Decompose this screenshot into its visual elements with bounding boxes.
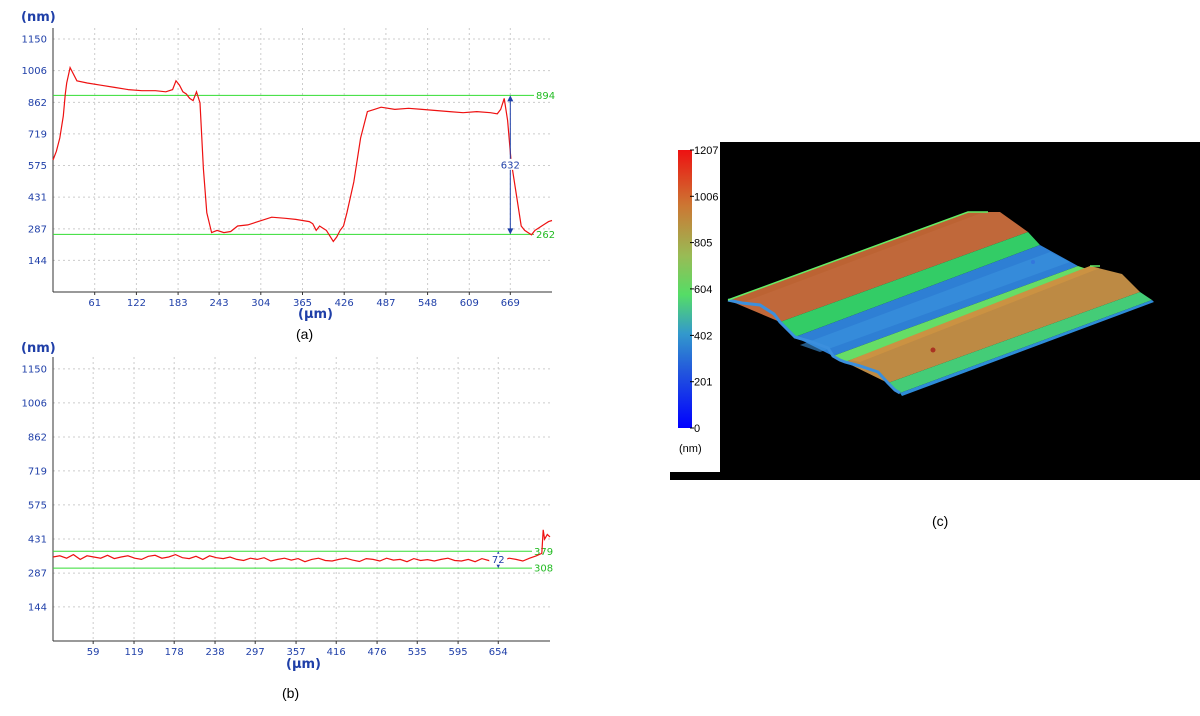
y-tick-label: 1006 <box>22 398 47 409</box>
arrow-head-up <box>507 95 514 102</box>
x-tick-label: 61 <box>88 298 101 309</box>
x-tick-label: 595 <box>449 647 468 658</box>
x-tick-label: 243 <box>210 298 229 309</box>
x-tick-label: 357 <box>287 647 306 658</box>
profile-line-a <box>52 65 553 243</box>
surface-render <box>727 211 1154 396</box>
reference-line-label: 379 <box>534 547 553 558</box>
x-tick-label: 426 <box>335 298 354 309</box>
y-tick-label: 1150 <box>22 35 47 46</box>
surface-plateau-back <box>728 212 1028 322</box>
colorbar-tick-label: 402 <box>694 330 712 342</box>
grid-a <box>53 28 552 292</box>
caption-b: (b) <box>282 685 299 701</box>
y-tick-label: 1006 <box>22 66 47 77</box>
x-tick-label: 365 <box>293 298 312 309</box>
x-tick-label: 59 <box>87 647 100 658</box>
x-tick-label: 238 <box>205 647 224 658</box>
profile-chart-b: 1150 1006 862 719 575 431 287 144 59 119 178 238 29… <box>21 341 553 701</box>
x-tick-label: 119 <box>124 647 143 658</box>
grid-b <box>53 357 550 641</box>
surface-plateau-front <box>845 266 1140 383</box>
arrow-head-down <box>507 228 514 235</box>
colorbar-tick-label: 1006 <box>694 191 718 203</box>
reference-line-label: 262 <box>536 230 555 241</box>
y-axis-unit-a: (nm) <box>21 10 56 25</box>
colorbar <box>678 150 692 428</box>
y-tick-label: 144 <box>28 602 47 613</box>
x-tick-label: 183 <box>169 298 188 309</box>
reference-line-label: 894 <box>536 91 555 102</box>
surface-slope-front <box>888 292 1152 393</box>
x-tick-label: 487 <box>376 298 395 309</box>
x-axis-unit-a: (µm) <box>298 307 333 322</box>
caption-c: (c) <box>932 513 948 529</box>
x-tick-label: 609 <box>460 298 479 309</box>
x-tick-label: 297 <box>246 647 265 658</box>
x-tick-label: 416 <box>327 647 346 658</box>
x-tick-label: 122 <box>127 298 146 309</box>
x-tick-label: 476 <box>368 647 387 658</box>
surface-3d-panel: 1207 1006 805 604 402 201 0 (nm) <box>670 142 1200 529</box>
colorbar-unit: (nm) <box>679 443 702 455</box>
x-tick-label: 669 <box>501 298 520 309</box>
surface-defect-spot <box>930 347 936 353</box>
colorbar-tick-label: 1207 <box>694 145 718 157</box>
x-tick-label: 535 <box>408 647 427 658</box>
x-tick-label: 304 <box>251 298 270 309</box>
y-tick-label: 431 <box>28 534 47 545</box>
y-tick-label: 575 <box>28 161 47 172</box>
y-tick-label: 144 <box>28 256 47 267</box>
y-axis-unit-b: (nm) <box>21 341 56 356</box>
y-tick-label: 862 <box>28 98 47 109</box>
difference-label: 632 <box>501 160 520 171</box>
reference-line-label: 308 <box>534 564 553 575</box>
y-tick-label: 862 <box>28 432 47 443</box>
y-tick-label: 719 <box>28 129 47 140</box>
y-tick-label: 431 <box>28 193 47 204</box>
y-tick-label: 1150 <box>22 364 47 375</box>
colorbar-tick-label: 0 <box>694 423 700 435</box>
colorbar-tick-label: 805 <box>694 238 712 250</box>
difference-label: 72 <box>492 555 505 566</box>
colorbar-tick-label: 604 <box>694 284 712 296</box>
y-tick-label: 719 <box>28 466 47 477</box>
x-axis-unit-b: (µm) <box>286 657 321 672</box>
profile-chart-a: 1150 1006 862 719 575 431 287 144 61 122 183 243 30… <box>21 10 555 342</box>
surface-slope-back <box>780 232 1040 337</box>
y-tick-label: 287 <box>28 569 47 580</box>
y-tick-label: 575 <box>28 500 47 511</box>
caption-a: (a) <box>296 326 313 342</box>
y-tick-label: 287 <box>28 224 47 235</box>
colorbar-tick-label: 201 <box>694 377 712 389</box>
x-tick-label: 178 <box>165 647 184 658</box>
profile-line-b <box>52 529 551 564</box>
x-tick-label: 548 <box>418 298 437 309</box>
x-tick-label: 654 <box>489 647 508 658</box>
